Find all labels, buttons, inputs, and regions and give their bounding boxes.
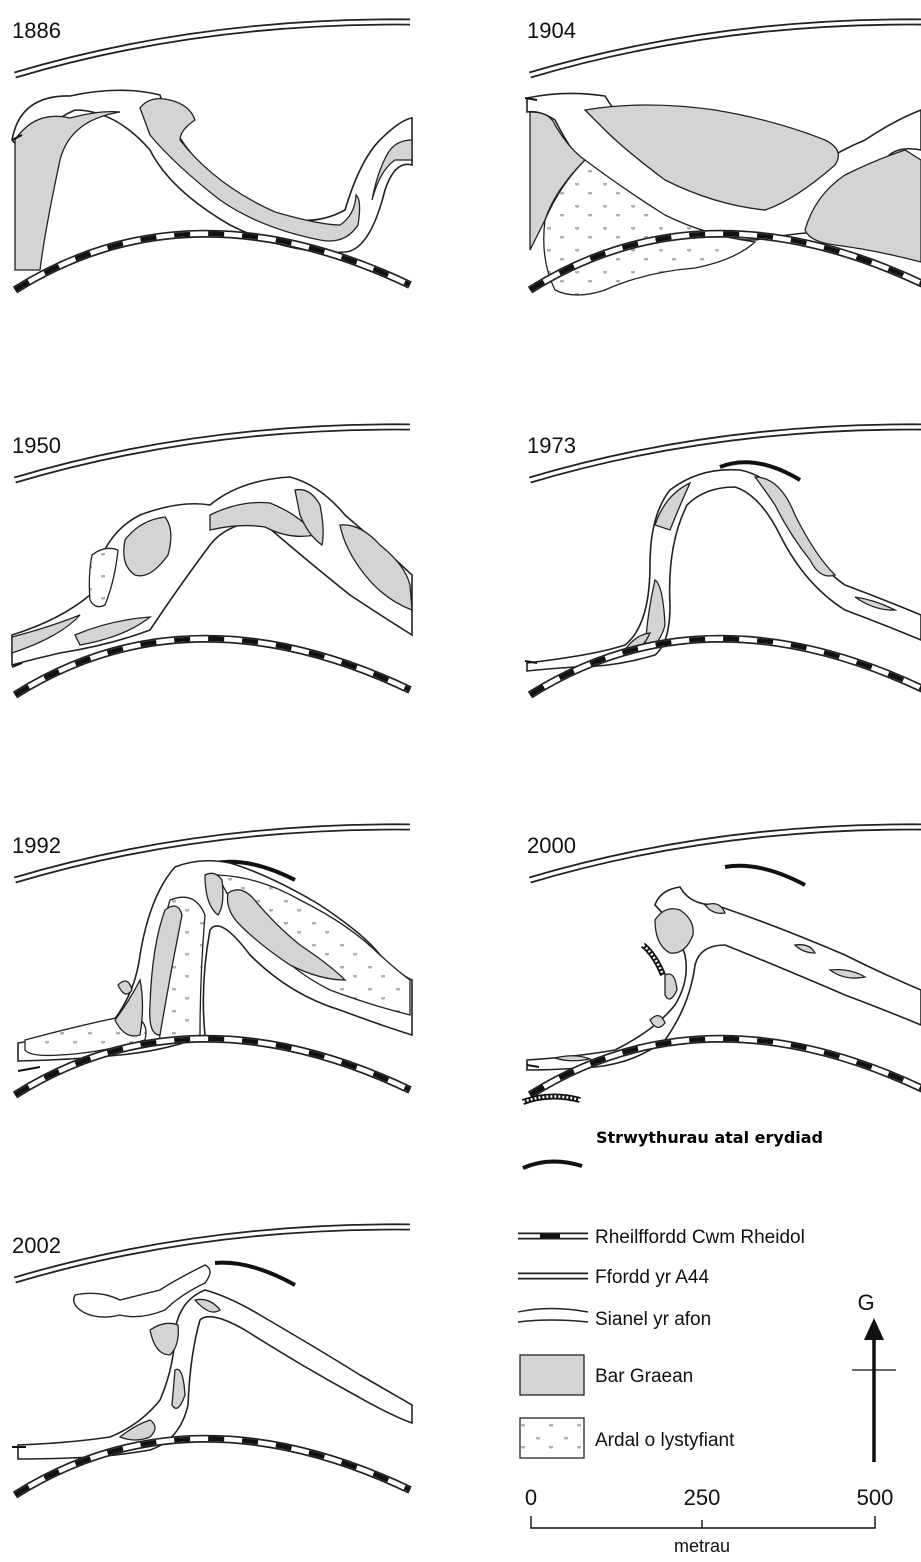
panel-1992: 1992 xyxy=(12,827,412,1095)
gravel-bar xyxy=(117,980,133,995)
channel-symbol xyxy=(517,1307,589,1323)
panel-1886: 1886 xyxy=(12,18,412,290)
panel-1973: 1973 xyxy=(524,427,921,695)
legend-vegetation-label: Ardal o lystyfiant xyxy=(595,1430,735,1451)
road-a44 xyxy=(15,1227,410,1280)
gravel-bar xyxy=(226,889,347,981)
flow-arrow xyxy=(524,97,538,101)
flow-arrow xyxy=(526,1064,540,1068)
gravel-bar xyxy=(149,905,183,1036)
flow-arrow xyxy=(11,134,23,141)
gravel-bar xyxy=(854,596,898,611)
gravel-swatch xyxy=(519,1354,585,1396)
erosion-structure xyxy=(214,1260,296,1287)
road-a44 xyxy=(530,827,921,880)
gravel-bar xyxy=(149,1322,179,1356)
year-label: 2002 xyxy=(12,1233,61,1258)
erosion-structure xyxy=(724,863,806,887)
gravel-bar xyxy=(793,944,817,954)
erosion-structure-textured-core xyxy=(642,944,665,976)
scale-unit: metrau xyxy=(674,1536,730,1556)
gravel-bar xyxy=(193,1298,221,1313)
year-label: 1904 xyxy=(527,18,576,43)
year-label: 1973 xyxy=(527,433,576,458)
gravel-bar xyxy=(123,516,172,577)
gravel-bar xyxy=(114,978,144,1037)
gravel-bar xyxy=(371,139,413,201)
scale-bar xyxy=(530,1516,876,1529)
gravel-bar xyxy=(753,476,837,577)
road-a44 xyxy=(15,22,410,75)
vegetation-area xyxy=(543,159,757,296)
legend-gravel-label: Bar Graean xyxy=(595,1366,693,1387)
railway xyxy=(530,639,921,695)
year-label: 2000 xyxy=(527,833,576,858)
north-label: G xyxy=(857,1290,874,1315)
flow-arrow xyxy=(524,660,538,664)
gravel-bar xyxy=(11,614,81,654)
road-a44 xyxy=(530,22,921,75)
gravel-bar xyxy=(583,104,839,211)
erosion-structure-textured xyxy=(641,942,666,977)
flow-arrow xyxy=(11,662,23,668)
gravel-bar xyxy=(654,908,694,954)
gravel-bar xyxy=(74,616,153,646)
vegetation-swatch xyxy=(519,1417,585,1459)
gravel-bar xyxy=(664,973,678,1000)
legend: Strwythurau atal erydiad Rheilffordd Cwm… xyxy=(517,1093,896,1556)
river-channel xyxy=(526,468,921,672)
gravel-bar xyxy=(204,872,224,916)
gravel-bar xyxy=(654,481,692,531)
scale-tick-500: 500 xyxy=(857,1485,894,1510)
erosion-structure-textured-core xyxy=(522,1095,581,1104)
gravel-bar xyxy=(171,1368,186,1409)
gravel-bar xyxy=(139,97,361,242)
gravel-bar xyxy=(294,488,324,547)
gravel-bar xyxy=(828,969,867,979)
scale-tick-250: 250 xyxy=(684,1485,721,1510)
panel-1904: 1904 xyxy=(524,18,921,296)
panel-2002: 2002 xyxy=(12,1227,412,1495)
gravel-bar xyxy=(649,1015,666,1028)
panel-1950: 1950 xyxy=(12,427,412,695)
gravel-bar xyxy=(804,149,921,263)
railway xyxy=(530,1039,921,1095)
gravel-bar xyxy=(14,110,121,271)
scale-tick-0: 0 xyxy=(525,1485,537,1510)
gravel-bar xyxy=(118,1419,156,1441)
year-label: 1886 xyxy=(12,18,61,43)
gravel-bar xyxy=(339,524,413,611)
year-label: 1950 xyxy=(12,433,61,458)
panel-2000: 2000 xyxy=(527,827,921,1095)
river-channel xyxy=(526,886,921,1071)
legend-channel-label: Sianel yr afon xyxy=(595,1309,711,1330)
gravel-bar xyxy=(703,902,726,914)
vegetation-area xyxy=(88,547,119,608)
river-channel xyxy=(17,1289,413,1460)
flow-arrow xyxy=(17,1066,41,1072)
legend-road-label: Ffordd yr A44 xyxy=(595,1267,709,1288)
gravel-bar xyxy=(552,1055,593,1062)
gravel-bar xyxy=(529,111,587,251)
erosion-structure-symbol xyxy=(522,1159,583,1170)
legend-railway-label: Rheilffordd Cwm Rheidol xyxy=(595,1227,805,1248)
year-label: 1992 xyxy=(12,833,61,858)
erosion-structure xyxy=(719,460,802,482)
north-arrow-head xyxy=(864,1318,884,1340)
river-channel-branch xyxy=(73,1264,211,1318)
legend-erosion-label: Strwythurau atal erydiad xyxy=(596,1128,823,1147)
road-a44 xyxy=(15,427,410,480)
